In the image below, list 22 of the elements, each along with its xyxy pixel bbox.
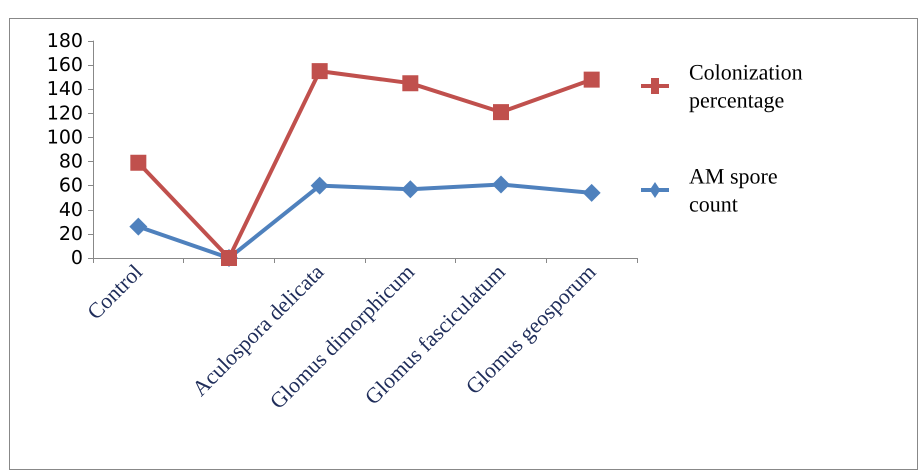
- y-tick-label: 80: [58, 150, 83, 173]
- y-tick-label: 160: [46, 54, 83, 76]
- y-tick-label: 140: [46, 78, 83, 100]
- legend-label: AM spore count: [689, 164, 784, 216]
- y-tick-label: 120: [46, 102, 83, 124]
- point: [312, 63, 328, 80]
- legend-label: Colonization percentage: [689, 60, 808, 112]
- point: [310, 176, 329, 195]
- point: [129, 218, 148, 236]
- y-tick-label: 180: [46, 30, 83, 52]
- point: [402, 75, 418, 92]
- y-tick-label: 20: [58, 222, 83, 245]
- point: [130, 154, 146, 171]
- point: [493, 104, 509, 120]
- point: [401, 180, 420, 198]
- y-tick-label: 60: [58, 174, 83, 197]
- point: [582, 184, 601, 202]
- point: [492, 175, 510, 194]
- y-tick-label: 40: [58, 198, 83, 221]
- point: [584, 72, 600, 88]
- y-tick-label: 100: [46, 126, 83, 148]
- y-tick-label: 0: [70, 247, 83, 269]
